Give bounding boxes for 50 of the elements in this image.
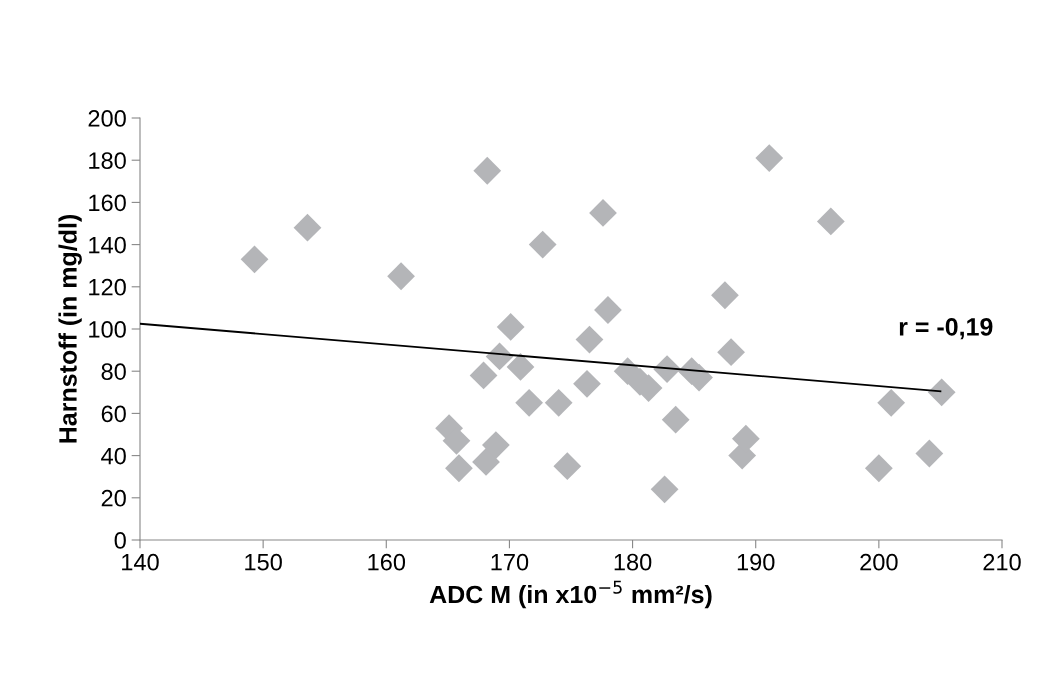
point — [481, 431, 510, 459]
point — [473, 156, 502, 185]
point — [573, 369, 601, 398]
y-tick-label: 120 — [89, 278, 126, 296]
point — [496, 313, 525, 341]
point — [755, 144, 784, 172]
point — [528, 230, 557, 259]
x-tick-label: 160 — [368, 553, 406, 571]
y-tick-label: 0 — [114, 532, 126, 549]
x-tick-label: 150 — [245, 553, 282, 571]
point — [594, 296, 622, 324]
y-tick-label: 100 — [89, 321, 126, 338]
point — [469, 361, 498, 390]
y-tick-label: 140 — [89, 236, 126, 254]
y-tick-label: 40 — [101, 447, 126, 465]
x-tick-label: 140 — [122, 553, 159, 571]
point — [717, 338, 745, 367]
point — [387, 262, 415, 291]
x-tick-label: 210 — [983, 553, 1021, 571]
y-tick-label: 200 — [88, 110, 126, 127]
point — [553, 452, 582, 481]
point — [915, 439, 944, 468]
annotation: r = -0,19 — [899, 318, 993, 340]
point — [927, 378, 956, 407]
point — [589, 199, 617, 227]
point — [506, 353, 535, 381]
x-tick-label: 190 — [737, 553, 775, 571]
point — [293, 213, 322, 242]
x-tick-label: 180 — [614, 553, 652, 571]
point — [240, 245, 269, 274]
point — [472, 448, 500, 476]
point — [816, 207, 845, 236]
point — [661, 405, 690, 434]
point — [711, 281, 739, 310]
x-tick-label: 170 — [491, 553, 529, 571]
y-tick-label: 20 — [101, 489, 126, 507]
point — [877, 388, 906, 417]
x-axis-title: ADC M (in x10$^{−5}$ mm²/s) — [429, 580, 712, 609]
point — [445, 454, 473, 483]
y-tick-label: 60 — [101, 405, 126, 423]
y-tick-label: 80 — [101, 363, 126, 380]
y-tick-label: 160 — [89, 194, 126, 212]
point — [650, 475, 679, 504]
x-tick-label: 200 — [860, 553, 898, 571]
point — [575, 325, 604, 354]
y-tick-label: 180 — [89, 152, 126, 169]
point — [544, 388, 573, 417]
point — [515, 388, 544, 417]
point — [864, 454, 893, 483]
y-axis-title: Harnstoff (in mg/dl) — [58, 214, 82, 443]
